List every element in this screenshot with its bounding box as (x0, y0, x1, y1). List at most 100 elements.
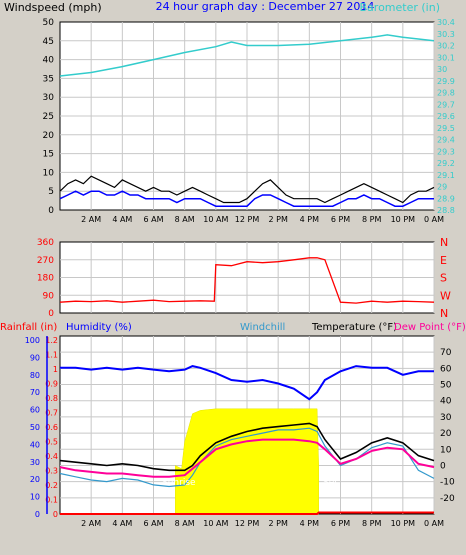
direction-line (59, 257, 435, 304)
wind-y-tick: 0 (48, 206, 54, 216)
windchill-label: Windchill (240, 322, 285, 333)
humidity-y-tick: 90 (30, 353, 40, 362)
rain-y-tick: 0.9 (45, 380, 58, 389)
sunrise-annotation: Sunrise (162, 478, 196, 488)
rain-y-tick: 0.4 (45, 452, 58, 461)
humidity-y-tick: 50 (30, 423, 40, 432)
barometer-y-tick: 30.3 (437, 30, 455, 39)
temperature-y-tick: 0 (440, 461, 446, 471)
dewpoint-line (59, 438, 435, 478)
humidity-y-tick: 0 (35, 510, 40, 519)
rain-y-tick: 0.8 (45, 394, 58, 403)
temperature-y-tick: 40 (440, 397, 452, 407)
windchill-line (59, 427, 435, 488)
direction-y-tick: 180 (37, 274, 54, 284)
barometer-y-tick: 29.7 (437, 100, 455, 109)
sunset-annotation: Set (323, 478, 338, 488)
temperature-x-tick: 0 AM (424, 519, 444, 528)
barometer-y-tick: 29 (437, 183, 447, 192)
barometer-label: Barometer (in) (360, 1, 441, 14)
humidity-y-tick: 60 (30, 406, 40, 415)
rain-y-tick: 1.2 (45, 336, 58, 345)
barometer-y-tick: 28.8 (437, 206, 455, 215)
temperature-x-tick: 10 AM (203, 519, 228, 528)
humidity-line (60, 365, 434, 401)
humidity-y-tick: 20 (30, 475, 40, 484)
wind-x-tick: 6 PM (331, 215, 350, 224)
temperature-x-tick: 10 PM (391, 519, 416, 528)
wind-y-tick: 35 (43, 74, 54, 84)
temperature-label: Temperature (°F) (311, 322, 397, 333)
wind-x-tick: 12 PM (235, 215, 260, 224)
temperature-x-tick: 4 PM (300, 519, 319, 528)
barometer-y-tick: 28.9 (437, 194, 455, 203)
rain-y-tick: 0.6 (45, 423, 58, 432)
temperature-x-tick: 2 AM (81, 519, 101, 528)
wind-x-tick: 4 PM (300, 215, 319, 224)
direction-y-tick: 270 (37, 256, 54, 266)
wind-y-tick: 40 (43, 56, 55, 66)
temperature-x-tick: 6 PM (331, 519, 350, 528)
direction-y-tick: 90 (43, 291, 55, 301)
wind-gust-line (59, 175, 435, 204)
barometer-y-tick: 30.2 (437, 42, 455, 51)
temperature-x-tick: 8 PM (362, 519, 381, 528)
rain-y-tick: 0.1 (45, 496, 58, 505)
wind-y-tick: 5 (48, 187, 54, 197)
wind-y-tick: 50 (43, 18, 55, 28)
humidity-y-tick: 100 (25, 336, 40, 345)
barometer-y-tick: 29.4 (437, 136, 455, 145)
temperature-x-tick: 6 AM (143, 519, 163, 528)
rain-y-tick: 0.7 (45, 409, 58, 418)
rain-line (60, 511, 434, 515)
barometer-y-tick: 30 (437, 65, 447, 74)
compass-tick: E (440, 254, 447, 267)
temperature-y-tick: -20 (440, 494, 455, 504)
wind-y-tick: 15 (43, 150, 54, 160)
solar-fill (175, 408, 319, 515)
rainfall-label: Rainfall (in) (0, 322, 57, 333)
wind-y-tick: 10 (43, 168, 55, 178)
compass-tick: N (440, 236, 448, 249)
direction-y-tick: 0 (48, 309, 54, 319)
humidity-label: Humidity (%) (66, 322, 132, 333)
rain-y-tick: 1 (53, 365, 58, 374)
rain-y-tick: 0 (53, 510, 58, 519)
temperature-x-tick: 2 PM (268, 519, 287, 528)
temperature-y-tick: 50 (440, 381, 452, 391)
compass-tick: W (440, 289, 451, 302)
barometer-y-tick: 30.4 (437, 18, 455, 27)
wind-y-tick: 20 (43, 131, 55, 141)
barometer-y-tick: 29.3 (437, 147, 455, 156)
temperature-y-tick: 20 (440, 429, 452, 439)
barometer-y-tick: 29.2 (437, 159, 455, 168)
barometer-y-tick: 29.8 (437, 89, 455, 98)
temperature-line (59, 422, 435, 472)
humidity-y-tick: 80 (30, 371, 40, 380)
humidity-y-tick: 70 (30, 388, 40, 397)
barometer-y-tick: 29.5 (437, 124, 455, 133)
barometer-y-tick: 29.6 (437, 112, 455, 121)
wind-x-tick: 2 PM (268, 215, 287, 224)
temperature-y-tick: 30 (440, 413, 452, 423)
rain-y-tick: 1.1 (45, 351, 58, 360)
wind-x-tick: 6 AM (143, 215, 163, 224)
temperature-x-tick: 8 AM (175, 519, 195, 528)
wind-y-tick: 45 (43, 37, 54, 47)
rain-y-tick: 0.3 (45, 467, 58, 476)
rain-y-tick: 0.5 (45, 438, 58, 447)
wind-y-tick: 25 (43, 112, 54, 122)
barometer-y-tick: 29.1 (437, 171, 455, 180)
windspeed-label: Windspeed (mph) (4, 1, 102, 14)
compass-tick: S (440, 272, 447, 285)
wind-avg-line (59, 190, 434, 207)
barometer-y-tick: 30.1 (437, 53, 455, 62)
temperature-y-tick: -10 (440, 478, 455, 488)
barometer-line (59, 34, 435, 77)
wind-x-tick: 8 PM (362, 215, 381, 224)
humidity-y-tick: 10 (30, 493, 40, 502)
wind-x-tick: 4 AM (112, 215, 132, 224)
temperature-y-tick: 70 (440, 348, 452, 358)
dewpoint-label: Dew Point (°F) (394, 322, 466, 333)
